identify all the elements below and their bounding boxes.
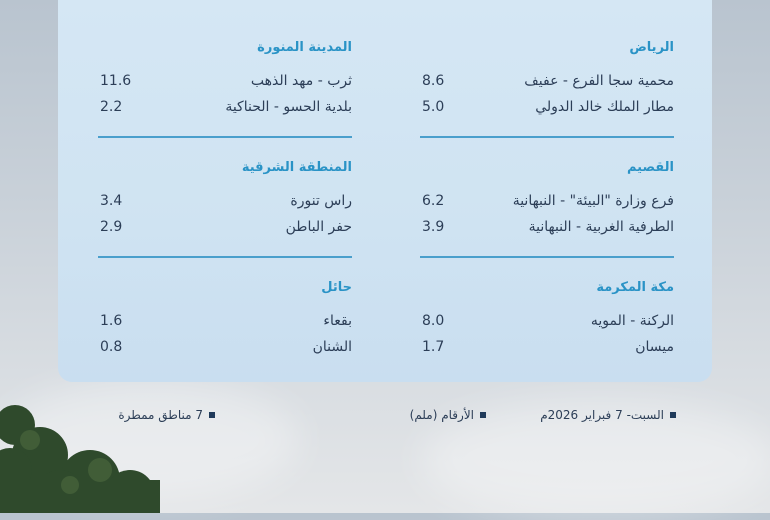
station-name: فرع وزارة "البيئة" - النبهانية [512, 193, 674, 209]
rainfall-value: 6.2 [422, 193, 445, 209]
rainfall-value: 0.8 [100, 339, 123, 355]
station-name: راس تنورة [290, 193, 352, 209]
footer-units: الأرقام (ملم) [410, 408, 486, 422]
station-name: بقعاء [323, 313, 352, 329]
station-name: ثرب - مهد الذهب [250, 73, 352, 89]
region-title: حائل [321, 280, 352, 295]
region-title: القصيم [626, 160, 674, 175]
station-row: الركنة - المويه 8.0 [420, 308, 674, 334]
divider [98, 256, 352, 258]
rainfall-value: 2.2 [100, 99, 123, 115]
bullet-icon [670, 412, 676, 418]
station-name: الشنان [312, 339, 352, 355]
rainfall-value: 1.6 [100, 313, 123, 329]
bullet-icon [209, 412, 215, 418]
rainfall-panel [58, 0, 712, 382]
station-row: محمية سجا الفرع - عفيف 8.6 [420, 68, 674, 94]
region-block: القصيم فرع وزارة "البيئة" - النبهانية 6.2 ا… [420, 156, 674, 276]
divider [420, 256, 674, 258]
station-row: الطرفية الغربية - النبهانية 3.9 [420, 214, 674, 240]
station-name: الركنة - المويه [590, 313, 674, 329]
bullet-icon [480, 412, 486, 418]
divider [420, 136, 674, 138]
region-title: المدينة المنورة [257, 40, 352, 55]
rainfall-value: 8.0 [422, 313, 445, 329]
station-row: ميسان 1.7 [420, 334, 674, 360]
left-column: المدينة المنورة ثرب - مهد الذهب 11.6 بلدية … [98, 36, 352, 396]
rainfall-value: 5.0 [422, 99, 445, 115]
region-block: المنطقة الشرقية راس تنورة 3.4 حفر الباطن 2.9 [98, 156, 352, 276]
station-row: ثرب - مهد الذهب 11.6 [98, 68, 352, 94]
rainfall-value: 8.6 [422, 73, 445, 89]
footer-count: 7 مناطق ممطرة [118, 408, 215, 422]
station-row: فرع وزارة "البيئة" - النبهانية 6.2 [420, 188, 674, 214]
divider [98, 136, 352, 138]
region-block: الرياض محمية سجا الفرع - عفيف 8.6 مطار المل… [420, 36, 674, 156]
units-text: الأرقام (ملم) [409, 408, 474, 422]
station-name: محمية سجا الفرع - عفيف [524, 73, 674, 89]
right-column: الرياض محمية سجا الفرع - عفيف 8.6 مطار المل… [420, 36, 674, 396]
cloud [420, 400, 770, 520]
station-name: بلدية الحسو - الحناكية [225, 99, 352, 115]
region-block: المدينة المنورة ثرب - مهد الذهب 11.6 بلدية … [98, 36, 352, 156]
rainfall-value: 11.6 [100, 73, 132, 89]
region-title: المنطقة الشرقية [241, 160, 352, 175]
rainfall-value: 3.4 [100, 193, 123, 209]
station-row: بلدية الحسو - الحناكية 2.2 [98, 94, 352, 120]
footer: السبت- 7 فبراير 2026م الأرقام (ملم) 7 من… [0, 408, 770, 428]
station-name: ميسان [635, 339, 674, 355]
rainfall-value: 2.9 [100, 219, 123, 235]
date-text: السبت- 7 فبراير 2026م [540, 408, 664, 422]
station-name: مطار الملك خالد الدولي [535, 99, 674, 115]
rainfall-value: 1.7 [422, 339, 445, 355]
station-row: بقعاء 1.6 [98, 308, 352, 334]
region-block: مكة المكرمة الركنة - المويه 8.0 ميسان 1.7 [420, 276, 674, 396]
tree-image [0, 405, 160, 513]
station-row: الشنان 0.8 [98, 334, 352, 360]
region-title: الرياض [629, 40, 674, 55]
rainfall-value: 3.9 [422, 219, 445, 235]
station-name: حفر الباطن [285, 219, 352, 235]
count-text: 7 مناطق ممطرة [118, 408, 203, 422]
station-name: الطرفية الغربية - النبهانية [528, 219, 674, 235]
region-title: مكة المكرمة [596, 280, 674, 295]
footer-date: السبت- 7 فبراير 2026م [540, 408, 676, 422]
station-row: مطار الملك خالد الدولي 5.0 [420, 94, 674, 120]
station-row: حفر الباطن 2.9 [98, 214, 352, 240]
station-row: راس تنورة 3.4 [98, 188, 352, 214]
region-block: حائل بقعاء 1.6 الشنان 0.8 [98, 276, 352, 396]
